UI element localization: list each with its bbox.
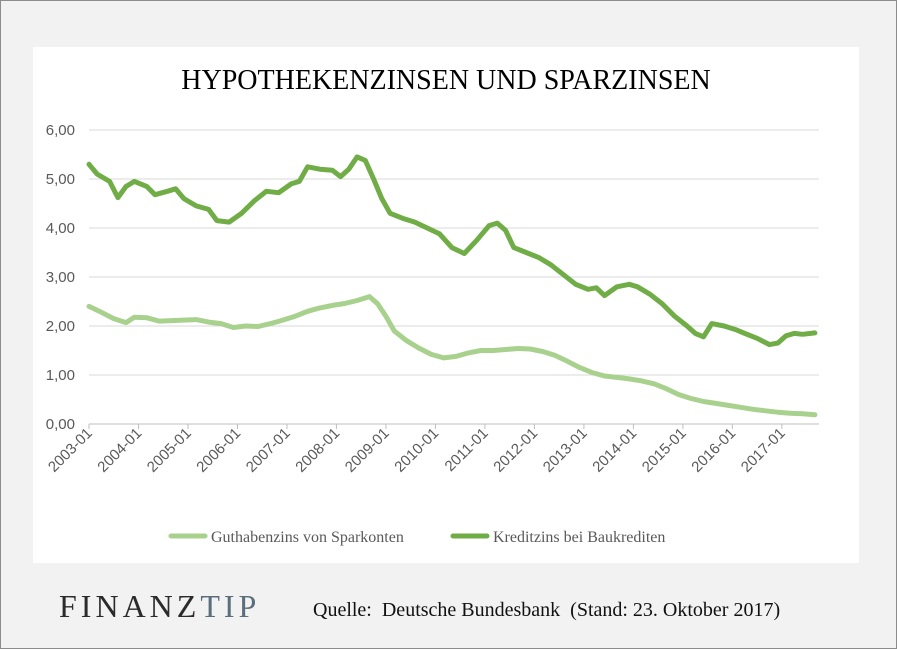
- x-tick-label: 2016-01: [688, 425, 739, 476]
- series-lines: [86, 154, 818, 418]
- x-tick-label: 2014-01: [589, 425, 640, 476]
- line-chart: HYPOTHEKENZINSEN UND SPARZINSEN 0,00 1,00…: [45, 65, 819, 546]
- plot-area: HYPOTHEKENZINSEN UND SPARZINSEN 0,00 1,00…: [33, 47, 859, 563]
- y-tick-label: 1,00: [46, 367, 75, 384]
- x-tick-label: 2004-01: [94, 425, 145, 476]
- series-line-guthabenzins: [86, 294, 818, 418]
- chart-title: HYPOTHEKENZINSEN UND SPARZINSEN: [181, 65, 710, 96]
- x-axis-ticks: 2003-012004-012005-012006-012007-012008-…: [45, 424, 789, 476]
- x-tick-label: 2017-01: [738, 425, 789, 476]
- y-tick-label: 2,00: [46, 318, 75, 335]
- y-axis-ticks: 0,00 1,00 2,00 3,00 4,00 5,00 6,00: [46, 122, 75, 433]
- x-tick-label: 2006-01: [193, 425, 244, 476]
- y-tick-label: 3,00: [46, 269, 75, 286]
- x-tick-label: 2013-01: [540, 425, 591, 476]
- logo-part-finanz: FINANZ: [59, 588, 201, 624]
- source-note: Quelle: Deutsche Bundesbank (Stand: 23. …: [313, 599, 781, 621]
- y-tick-label: 4,00: [46, 220, 75, 237]
- y-tick-label: 5,00: [46, 171, 75, 188]
- legend-label: Kreditzins bei Baukrediten: [493, 529, 665, 546]
- legend-label: Guthabenzins von Sparkonten: [211, 529, 404, 546]
- x-tick-label: 2008-01: [292, 425, 343, 476]
- x-tick-label: 2015-01: [639, 425, 690, 476]
- finanztip-logo: FINANZTIP: [59, 588, 260, 625]
- gridlines: [89, 129, 819, 425]
- x-tick-label: 2005-01: [144, 425, 195, 476]
- y-tick-label: 6,00: [46, 122, 75, 139]
- x-tick-label: 2012-01: [490, 425, 541, 476]
- x-tick-label: 2009-01: [342, 425, 393, 476]
- x-tick-label: 2007-01: [243, 425, 294, 476]
- y-tick-label: 0,00: [46, 416, 75, 433]
- x-tick-label: 2011-01: [442, 425, 492, 475]
- x-tick-label: 2010-01: [391, 425, 442, 476]
- logo-part-tip: TIP: [200, 588, 261, 624]
- series-line-kreditzins: [86, 154, 818, 348]
- legend: Guthabenzins von Sparkonten Kreditzins be…: [168, 529, 665, 546]
